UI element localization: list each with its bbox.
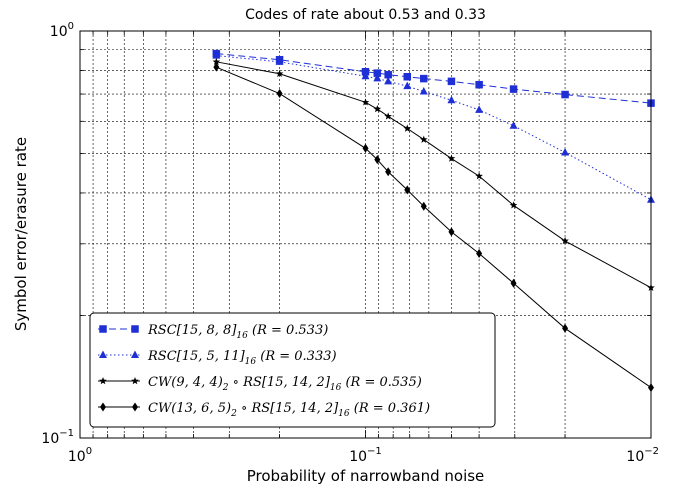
data-point-square <box>447 77 456 86</box>
data-point-triangle <box>475 105 484 113</box>
data-point-triangle <box>212 51 221 59</box>
legend-label: RSC[15, 8, 8]16 (R = 0.533) <box>147 323 328 341</box>
legend-entry: CW(9, 4, 4)2 ∘ RS[15, 14, 2]16 (R = 0.53… <box>98 375 422 393</box>
data-point-triangle <box>509 121 518 129</box>
series-3 <box>212 57 655 291</box>
y-tick-label: 10−1 <box>41 428 74 447</box>
data-point-diamond <box>404 185 411 195</box>
legend-label: CW(13, 6, 5)2 ∘ RS[15, 14, 2]16 (R = 0.3… <box>148 401 430 419</box>
data-point-star <box>403 124 412 132</box>
data-point-diamond <box>510 278 517 288</box>
data-point-star <box>561 236 569 245</box>
data-point-star <box>212 57 221 66</box>
legend-entry: RSC[15, 5, 11]16 (R = 0.333) <box>98 349 337 367</box>
data-point-square <box>561 90 569 99</box>
legend: RSC[15, 8, 8]16 (R = 0.533) RSC[15, 5, 11… <box>89 312 496 428</box>
plot-frame <box>79 30 652 439</box>
series-layer <box>212 49 655 393</box>
data-point-star <box>509 201 518 209</box>
data-point-triangle <box>419 87 428 95</box>
data-point-star <box>373 105 382 113</box>
data-point-square <box>131 325 139 333</box>
data-point-triangle <box>361 71 370 80</box>
data-point-diamond <box>276 89 283 99</box>
data-point-triangle <box>403 81 412 90</box>
data-point-triangle <box>99 350 107 358</box>
series-line <box>216 61 652 289</box>
series-line <box>216 55 652 201</box>
data-point-star <box>384 112 392 120</box>
data-point-triangle <box>561 147 570 156</box>
legend-label: RSC[15, 5, 11]16 (R = 0.333) <box>147 349 337 367</box>
data-point-square <box>509 85 518 93</box>
y-tick-label: 100 <box>50 21 74 40</box>
data-point-triangle <box>275 57 284 65</box>
data-point-triangle <box>373 73 382 82</box>
data-point-diamond <box>100 402 106 412</box>
data-point-triangle <box>131 350 139 358</box>
data-point-triangle <box>447 95 456 104</box>
series-4 <box>213 62 654 393</box>
data-point-diamond <box>448 227 455 237</box>
series-line <box>216 66 652 389</box>
data-point-diamond <box>385 167 392 177</box>
x-tick-label: 100 <box>68 446 92 465</box>
data-point-diamond <box>420 201 427 211</box>
data-point-star <box>275 69 284 78</box>
data-point-star <box>447 154 456 162</box>
x-tick-label: 10−2 <box>626 446 659 465</box>
series-2 <box>212 51 655 203</box>
data-point-triangle <box>384 76 393 85</box>
data-point-star <box>131 377 139 385</box>
y-axis-label: Symbol error/erasure rate <box>12 137 30 331</box>
data-point-diamond <box>374 155 381 165</box>
data-point-square <box>403 72 412 81</box>
data-point-diamond <box>562 323 569 333</box>
data-point-square <box>475 80 483 89</box>
chart-title: Codes of rate about 0.53 and 0.33 <box>245 7 486 23</box>
data-point-square <box>99 325 107 333</box>
data-point-diamond <box>476 248 483 258</box>
legend-label: CW(9, 4, 4)2 ∘ RS[15, 14, 2]16 (R = 0.53… <box>148 375 422 393</box>
data-point-diamond <box>132 402 138 412</box>
data-point-star <box>475 172 483 180</box>
data-point-star <box>419 135 428 143</box>
data-point-square <box>420 74 428 83</box>
data-point-diamond <box>213 62 220 72</box>
legend-entry: CW(13, 6, 5)2 ∘ RS[15, 14, 2]16 (R = 0.3… <box>98 401 430 419</box>
series-line <box>216 53 652 104</box>
data-point-diamond <box>362 143 369 153</box>
x-tick-label: 10−1 <box>349 446 382 465</box>
legend-box <box>89 312 496 428</box>
data-point-star <box>361 98 370 106</box>
legend-entry: RSC[15, 8, 8]16 (R = 0.533) <box>98 323 328 341</box>
x-axis-label: Probability of narrowband noise <box>247 467 485 485</box>
data-point-star <box>99 377 107 385</box>
